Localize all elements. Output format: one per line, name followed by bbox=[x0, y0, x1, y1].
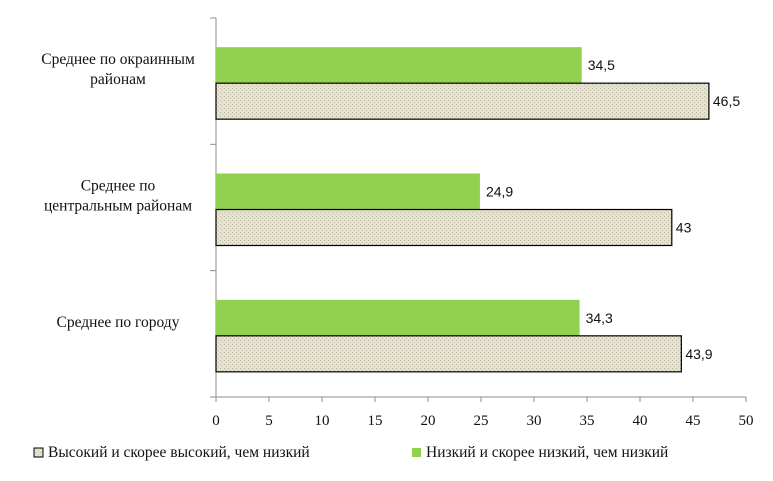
category-label-line: районам bbox=[90, 71, 146, 88]
x-tick-label: 5 bbox=[265, 413, 273, 429]
legend-swatch bbox=[412, 448, 421, 457]
category-label: Среднее по центральным районам bbox=[44, 178, 192, 215]
data-label-low: 34,5 bbox=[588, 57, 615, 73]
bar-low bbox=[216, 173, 480, 210]
data-label-high: 43,9 bbox=[685, 346, 712, 362]
x-tick-label: 20 bbox=[421, 413, 436, 429]
bar-low bbox=[216, 299, 580, 336]
data-label-high: 43 bbox=[676, 220, 692, 236]
category-label: Среднее по городу bbox=[57, 314, 180, 331]
category-label-line: Среднее по окраинным bbox=[41, 51, 195, 68]
x-tick-label: 35 bbox=[580, 413, 595, 429]
bar-low bbox=[216, 47, 582, 84]
plot-area: 0 5 10 15 20 25 30 35 40 45 50 Среднее по окраинным… bbox=[41, 17, 754, 429]
data-label-low: 24,9 bbox=[486, 184, 513, 200]
category-label-line: центральным районам bbox=[44, 198, 192, 215]
legend-label: Высокий и скорее высокий, чем низкий bbox=[48, 444, 310, 461]
bar-high bbox=[215, 335, 682, 373]
x-tick-label: 40 bbox=[633, 413, 648, 429]
x-tick-label: 10 bbox=[315, 413, 330, 429]
bar-high bbox=[215, 82, 710, 120]
data-label-low: 34,3 bbox=[586, 310, 613, 326]
legend-swatch bbox=[33, 447, 44, 458]
bar-high bbox=[215, 208, 673, 247]
x-tick-label: 30 bbox=[527, 413, 542, 429]
x-tick-label: 45 bbox=[686, 413, 701, 429]
legend-label: Низкий и скорее низкий, чем низкий bbox=[426, 444, 668, 461]
category-label: Среднее по окраинным районам bbox=[41, 51, 195, 88]
category-label-line: Среднее по bbox=[81, 178, 156, 195]
x-tick-label: 15 bbox=[368, 413, 383, 429]
x-tick-label: 50 bbox=[739, 413, 754, 429]
category-label-line: Среднее по городу bbox=[57, 314, 180, 331]
x-tick-label: 0 bbox=[212, 413, 220, 429]
x-tick-label: 25 bbox=[474, 413, 489, 429]
legend: Высокий и скорее высокий, чем низкий Низк… bbox=[33, 444, 668, 461]
data-label-high: 46,5 bbox=[713, 93, 740, 109]
